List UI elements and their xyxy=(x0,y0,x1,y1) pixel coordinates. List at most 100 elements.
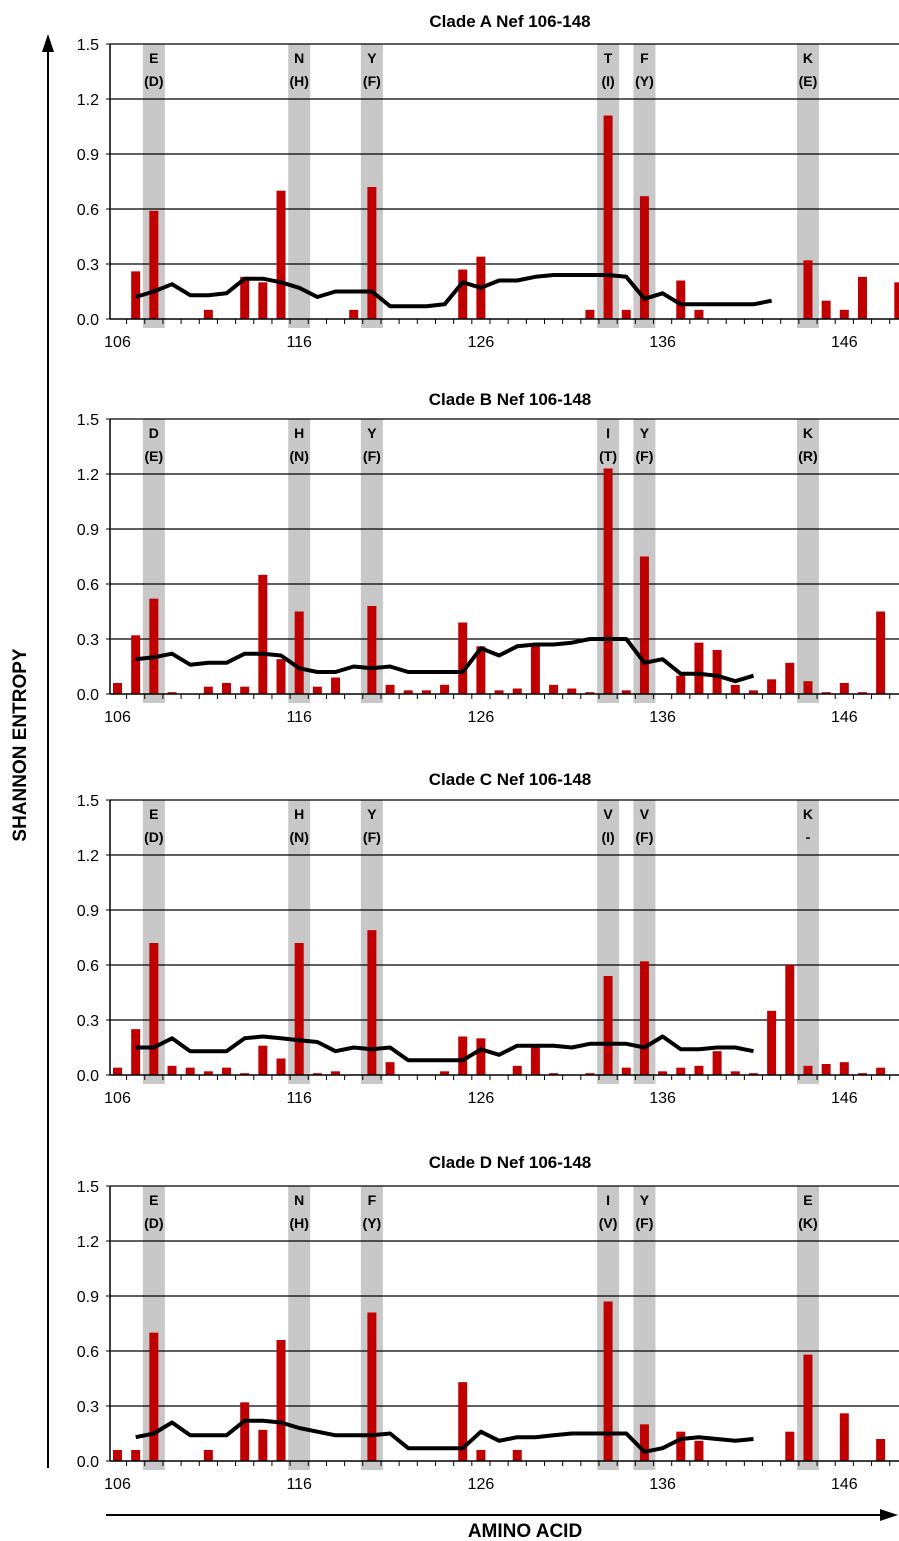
entropy-bar xyxy=(785,662,795,694)
entropy-bar xyxy=(603,1301,613,1461)
entropy-bar xyxy=(421,690,431,694)
entropy-bar xyxy=(694,1440,704,1461)
consensus-residue-label: I xyxy=(606,425,610,441)
highlight-band xyxy=(796,44,819,328)
entropy-bar xyxy=(203,309,213,319)
highlight-band xyxy=(360,44,383,328)
y-axis-arrow xyxy=(42,34,54,1468)
entropy-bar xyxy=(131,635,141,694)
entropy-bar xyxy=(621,1067,631,1075)
alternate-residue-label: (D) xyxy=(144,829,163,845)
consensus-residue-label: N xyxy=(294,50,304,66)
x-tick-label: 146 xyxy=(831,334,858,351)
x-tick-label: 146 xyxy=(831,1476,858,1493)
entropy-bar xyxy=(876,1067,886,1075)
entropy-bar xyxy=(240,1402,250,1461)
alternate-residue-label: (H) xyxy=(289,1215,308,1231)
entropy-bar xyxy=(331,677,341,694)
entropy-bar xyxy=(276,659,286,694)
x-tick-label: 136 xyxy=(649,1090,676,1107)
panel-title: Clade D Nef 106-148 xyxy=(429,1153,592,1172)
y-tick-label: 1.5 xyxy=(77,412,99,429)
entropy-bar xyxy=(676,1431,686,1461)
entropy-bar xyxy=(658,1071,668,1075)
consensus-residue-label: V xyxy=(640,806,650,822)
entropy-bar xyxy=(222,1067,232,1075)
entropy-bar xyxy=(367,930,377,1075)
y-tick-label: 1.2 xyxy=(77,848,99,865)
y-axis-title: SHANNON ENTROPY xyxy=(10,648,31,842)
alternate-residue-label: (T) xyxy=(599,448,617,464)
alternate-residue-label: (I) xyxy=(601,829,614,845)
x-tick-label: 106 xyxy=(104,709,131,726)
entropy-bar xyxy=(839,1413,849,1461)
entropy-bar xyxy=(857,276,867,319)
entropy-bar xyxy=(876,611,886,694)
consensus-residue-label: E xyxy=(803,1192,812,1208)
y-tick-label: 0.9 xyxy=(77,522,99,539)
y-tick-label: 0.0 xyxy=(77,312,99,329)
entropy-bar xyxy=(712,650,722,694)
highlight-band xyxy=(796,419,819,703)
entropy-bar xyxy=(476,646,486,694)
panel-title: Clade A Nef 106-148 xyxy=(429,12,590,31)
entropy-bar xyxy=(639,556,649,694)
entropy-bar xyxy=(458,1036,468,1075)
entropy-bar xyxy=(476,1450,486,1461)
highlight-band xyxy=(633,800,656,1084)
entropy-bar xyxy=(476,1038,486,1075)
entropy-bar xyxy=(367,187,377,319)
consensus-residue-label: K xyxy=(803,50,813,66)
entropy-bar xyxy=(857,1073,867,1075)
entropy-bar xyxy=(603,468,613,694)
average-entropy-line xyxy=(135,1418,754,1454)
highlight-band xyxy=(796,800,819,1084)
entropy-bar xyxy=(294,611,304,694)
entropy-bar xyxy=(730,684,740,694)
entropy-bar xyxy=(403,690,413,694)
entropy-bar xyxy=(549,684,559,694)
entropy-bar xyxy=(113,1450,122,1461)
entropy-bar xyxy=(785,965,795,1075)
y-tick-label: 0.0 xyxy=(77,1454,99,1471)
entropy-bar xyxy=(530,644,540,694)
alternate-residue-label: (F) xyxy=(635,1215,653,1231)
entropy-bar xyxy=(694,642,704,694)
entropy-bar xyxy=(367,1312,377,1461)
consensus-residue-label: H xyxy=(294,806,304,822)
panel-title: Clade B Nef 106-148 xyxy=(429,390,592,409)
alternate-residue-label: (N) xyxy=(289,448,308,464)
entropy-bar xyxy=(385,684,395,694)
entropy-bar xyxy=(458,1382,468,1461)
consensus-residue-label: F xyxy=(368,1192,377,1208)
x-tick-label: 146 xyxy=(831,709,858,726)
consensus-residue-label: Y xyxy=(640,1192,650,1208)
entropy-bar xyxy=(603,115,613,319)
highlight-band xyxy=(633,44,656,328)
average-entropy-line xyxy=(135,273,772,309)
y-tick-label: 0.6 xyxy=(77,958,99,975)
chart-panels: Clade A Nef 106-148 0.0 0.3 0.6 0.9 1.2 1.5 106… xyxy=(77,12,899,1493)
entropy-bar xyxy=(458,622,468,694)
entropy-bar xyxy=(240,1073,250,1075)
entropy-bar xyxy=(730,1071,740,1075)
panel-clade-A: Clade A Nef 106-148 0.0 0.3 0.6 0.9 1.2 1.5 106… xyxy=(77,12,899,351)
highlight-band xyxy=(288,800,311,1084)
entropy-bar xyxy=(512,1450,522,1461)
x-tick-label: 126 xyxy=(468,709,495,726)
alternate-residue-label: (V) xyxy=(599,1215,618,1231)
entropy-bar xyxy=(331,1071,341,1075)
y-tick-label: 0.3 xyxy=(77,257,99,274)
alternate-residue-label: (F) xyxy=(363,448,381,464)
entropy-bar xyxy=(567,688,577,694)
entropy-bar xyxy=(821,692,831,694)
alternate-residue-label: (Y) xyxy=(635,73,654,89)
entropy-bar xyxy=(440,684,450,694)
consensus-residue-label: V xyxy=(603,806,613,822)
entropy-bar xyxy=(530,1045,540,1075)
alternate-residue-label: (K) xyxy=(798,1215,817,1231)
entropy-bar xyxy=(203,686,213,694)
consensus-residue-label: F xyxy=(640,50,649,66)
x-tick-label: 126 xyxy=(468,1090,495,1107)
y-tick-label: 1.2 xyxy=(77,1234,99,1251)
